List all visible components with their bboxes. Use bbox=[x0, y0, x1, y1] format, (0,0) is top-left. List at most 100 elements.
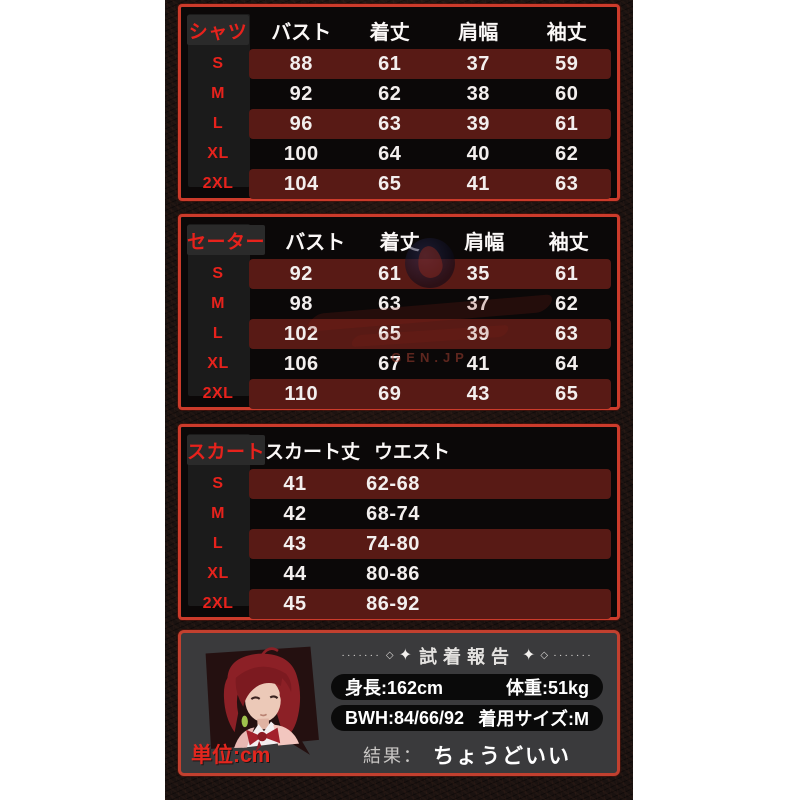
size-row: M 98 63 37 62 bbox=[187, 289, 611, 319]
measurement-value: 60 bbox=[555, 82, 579, 105]
result-label: 結果： bbox=[363, 746, 423, 766]
size-label: XL bbox=[207, 565, 229, 582]
column-header: バスト bbox=[271, 21, 332, 44]
measurement-value: 41 bbox=[283, 472, 307, 495]
bwh-value: BWH:84/66/92 bbox=[345, 707, 465, 728]
size-row: 2XL 110 69 43 65 bbox=[187, 379, 611, 409]
skirt-size-table: スカート スカート丈 ウエスト S 41 62-68 M 42 68-74 L 43 74-80 XL 4… bbox=[178, 424, 620, 620]
measurement-value: 68-74 bbox=[366, 502, 420, 525]
row-stripe: 106 67 41 64 bbox=[249, 349, 611, 379]
measurement-value: 59 bbox=[555, 52, 579, 75]
measurement-value: 67 bbox=[378, 352, 402, 375]
measurement-value: 37 bbox=[466, 292, 490, 315]
size-row: 2XL 104 65 41 63 bbox=[187, 169, 611, 199]
column-header: ウエスト bbox=[374, 441, 451, 463]
measurement-value: 65 bbox=[378, 172, 402, 195]
sweater-size-table: セーター バスト 着丈 肩幅 袖丈 S 92 61 35 61 M 98 63 37 62 L 102 65 39 6… bbox=[178, 214, 620, 410]
size-label: M bbox=[211, 505, 225, 522]
measurement-value: 88 bbox=[289, 52, 313, 75]
report-title: ······· ◇ ✦ 試着報告 ✦ ◇ ······· bbox=[331, 643, 603, 669]
size-label: S bbox=[212, 265, 224, 282]
column-header: 着丈 bbox=[369, 21, 410, 44]
unit-label: 単位:cm bbox=[191, 744, 271, 767]
measurement-value: 74-80 bbox=[366, 532, 420, 555]
column-header: 肩幅 bbox=[458, 21, 499, 44]
size-row: L 96 63 39 61 bbox=[187, 109, 611, 139]
measurement-value: 62-68 bbox=[366, 472, 420, 495]
measurement-value: 63 bbox=[555, 322, 579, 345]
measurement-value: 43 bbox=[283, 532, 307, 555]
measurement-value: 63 bbox=[378, 112, 402, 135]
measurement-value: 100 bbox=[283, 142, 319, 165]
size-label: 2XL bbox=[202, 385, 234, 402]
column-header: 肩幅 bbox=[464, 231, 505, 254]
measurement-value: 37 bbox=[466, 52, 490, 75]
measurement-value: 104 bbox=[283, 172, 319, 195]
row-stripe: 98 63 37 62 bbox=[249, 289, 611, 319]
height-weight-pill: 身長:162cm 体重:51kg bbox=[331, 674, 603, 700]
diamond-icon: ◇ bbox=[540, 650, 549, 661]
measurement-value: 69 bbox=[378, 382, 402, 405]
size-row: L 43 74-80 bbox=[187, 529, 611, 559]
deco-dots-right: ······· bbox=[553, 649, 593, 662]
size-chart-panel: シャツ バスト 着丈 肩幅 袖丈 S 88 61 37 59 M 92 62 38 60 L 96 63 39 61 X… bbox=[165, 0, 633, 800]
column-header: バスト bbox=[285, 231, 346, 254]
row-stripe: 102 65 39 63 bbox=[249, 319, 611, 349]
table-title: セーター bbox=[187, 225, 266, 255]
size-label: 2XL bbox=[202, 595, 234, 612]
measurement-value: 41 bbox=[466, 172, 490, 195]
measurement-value: 64 bbox=[555, 352, 579, 375]
size-row: S 41 62-68 bbox=[187, 469, 611, 499]
measurement-value: 44 bbox=[283, 562, 307, 585]
measurement-value: 102 bbox=[283, 322, 319, 345]
row-stripe: 110 69 43 65 bbox=[249, 379, 611, 409]
measurement-value: 62 bbox=[555, 292, 579, 315]
measurement-value: 80-86 bbox=[366, 562, 420, 585]
size-row: XL 106 67 41 64 bbox=[187, 349, 611, 379]
size-row: 2XL 45 86-92 bbox=[187, 589, 611, 619]
row-stripe: 43 74-80 bbox=[249, 529, 611, 559]
column-header: スカート丈 bbox=[265, 441, 361, 463]
measurement-value: 110 bbox=[284, 382, 319, 405]
measurement-value: 61 bbox=[555, 112, 579, 135]
star-icon: ✦ bbox=[398, 647, 412, 664]
size-label: L bbox=[212, 115, 224, 132]
measurement-value: 42 bbox=[283, 502, 307, 525]
measurement-value: 86-92 bbox=[366, 592, 420, 615]
measurement-value: 38 bbox=[466, 82, 490, 105]
measurement-value: 92 bbox=[289, 82, 313, 105]
size-row: M 92 62 38 60 bbox=[187, 79, 611, 109]
measurement-value: 40 bbox=[466, 142, 490, 165]
row-stripe: 96 63 39 61 bbox=[249, 109, 611, 139]
measurement-value: 62 bbox=[378, 82, 402, 105]
table-header-row: セーター バスト 着丈 肩幅 袖丈 bbox=[187, 221, 611, 259]
size-row: S 88 61 37 59 bbox=[187, 49, 611, 79]
header-stripe: バスト 着丈 肩幅 袖丈 bbox=[265, 225, 611, 255]
measurement-value: 45 bbox=[283, 592, 307, 615]
row-stripe: 42 68-74 bbox=[249, 499, 611, 529]
header-stripe: バスト 着丈 肩幅 袖丈 bbox=[249, 15, 611, 45]
measurement-value: 41 bbox=[466, 352, 490, 375]
header-stripe: スカート丈 ウエスト bbox=[265, 435, 611, 465]
size-row: L 102 65 39 63 bbox=[187, 319, 611, 349]
row-stripe: 88 61 37 59 bbox=[249, 49, 611, 79]
measurement-value: 39 bbox=[466, 112, 490, 135]
size-label: M bbox=[211, 295, 225, 312]
result-value: ちょうどいい bbox=[433, 745, 571, 768]
size-row: M 42 68-74 bbox=[187, 499, 611, 529]
measurement-value: 62 bbox=[555, 142, 579, 165]
report-title-text: 試着報告 bbox=[419, 647, 515, 667]
size-label: XL bbox=[207, 355, 229, 372]
measurement-value: 96 bbox=[289, 112, 313, 135]
measurement-value: 65 bbox=[555, 382, 579, 405]
measurement-value: 39 bbox=[466, 322, 490, 345]
measurement-value: 43 bbox=[466, 382, 490, 405]
measurement-value: 65 bbox=[378, 322, 402, 345]
row-stripe: 92 62 38 60 bbox=[249, 79, 611, 109]
wearing-size-value: 着用サイズ:M bbox=[478, 709, 589, 729]
report-content: ······· ◇ ✦ 試着報告 ✦ ◇ ······· 身長:162cm 体重… bbox=[331, 643, 603, 768]
size-label: S bbox=[212, 55, 224, 72]
size-label: M bbox=[211, 85, 225, 102]
bwh-size-pill: BWH:84/66/92 着用サイズ:M bbox=[331, 705, 603, 731]
